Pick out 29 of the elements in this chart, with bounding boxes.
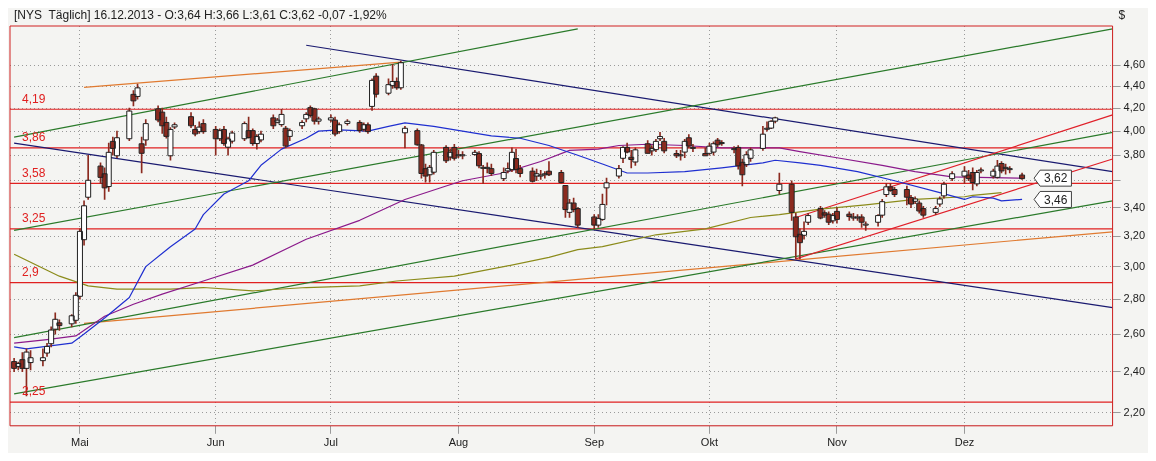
y-tick-label: 3,00 (1123, 259, 1146, 272)
ref-line-label: 4,19 (22, 91, 46, 106)
x-tick-label: Jun (206, 436, 225, 449)
annotation: 3,46 (1044, 192, 1068, 207)
y-tick-label: 4,20 (1123, 101, 1146, 114)
chart-title: [NYS Täglich] 16.12.2013 - O:3,64 H:3,66 L:3,61 C:3,62 -0,07 -1,92% (14, 8, 387, 23)
y-tick-label: 2,80 (1123, 292, 1146, 305)
x-tick-label: Okt (700, 436, 718, 449)
y-tick-label: 2,40 (1123, 364, 1146, 377)
x-tick-label: Aug (448, 436, 469, 449)
ref-line-label: 2,9 (22, 264, 40, 279)
x-tick-label: Mai (71, 436, 89, 449)
x-tick-label: Jul (323, 436, 338, 449)
ref-line-label: 3,58 (22, 165, 46, 180)
y-tick-label: 2,60 (1123, 327, 1146, 340)
y-tick-label: 3,40 (1123, 200, 1146, 213)
y-tick-label: 3,80 (1123, 148, 1146, 161)
y-tick-label: 2,20 (1123, 405, 1146, 418)
ref-line-label: 3,25 (22, 211, 46, 226)
y-tick-label: 4,40 (1123, 79, 1146, 92)
x-tick-label: Sep (584, 436, 604, 449)
x-tick-label: Dez (954, 436, 975, 449)
annotation: 3,62 (1044, 171, 1068, 186)
y-tick-label: 3,20 (1123, 229, 1146, 242)
y-tick-label: 4,60 (1123, 58, 1146, 71)
y-tick-label: 4,00 (1123, 124, 1146, 137)
ref-line-label: 3,86 (22, 130, 46, 145)
y-axis-title: $ (1118, 8, 1126, 23)
x-tick-label: Nov (827, 436, 848, 449)
